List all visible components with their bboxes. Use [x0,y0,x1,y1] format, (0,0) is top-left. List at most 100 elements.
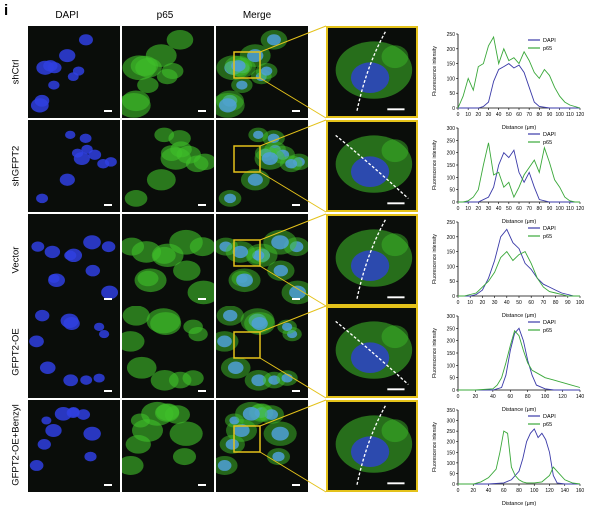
y-tick-label: 250 [447,32,456,38]
micrograph-dapi-row-1 [28,26,120,118]
row-label-gfpt2-oe-benzyl: GFPT2-OE+Benzyl [10,404,22,486]
micrograph-merge-row-5 [216,400,308,492]
series-line-p65 [458,142,580,203]
x-tick-label: 90 [547,206,553,212]
y-tick-label: 0 [452,106,455,112]
x-tick-label: 90 [547,112,553,118]
micrograph-dapi-row-4 [28,306,120,398]
series-line-p65 [458,250,580,297]
micrograph-merge-row-4 [216,306,308,398]
y-tick-label: 250 [447,220,456,226]
x-tick-label: 10 [465,206,471,212]
x-tick-label: 10 [467,300,473,306]
x-tick-label: 70 [541,300,547,306]
intensity-chart-1: 0 50 100 150 200 250 0 10 20 30 40 50 60 70 80 90 100 110… [428,28,588,137]
x-tick-label: 140 [561,488,570,494]
series-line-dapi [458,327,580,391]
x-tick-label: 0 [457,394,460,400]
x-tick-label: 80 [525,394,531,400]
micrograph-p65-row-5 [122,400,214,492]
x-tick-label: 70 [526,206,532,212]
y-tick-label: 200 [447,440,456,446]
x-tick-label: 160 [576,488,585,494]
x-axis-label: Distance (μm) [502,219,537,225]
x-tick-label: 20 [470,488,476,494]
legend-label: p65 [543,140,552,146]
x-tick-label: 20 [473,394,479,400]
y-tick-label: 250 [447,138,456,144]
series-line-dapi [458,63,580,109]
x-tick-label: 20 [476,206,482,212]
micrograph-zoom-row-4 [326,306,418,398]
y-tick-label: 350 [447,408,456,414]
x-tick-label: 40 [496,112,502,118]
legend-label: p65 [543,328,552,334]
x-tick-label: 120 [545,488,554,494]
x-tick-label: 20 [476,112,482,118]
x-tick-label: 80 [537,206,543,212]
x-tick-label: 20 [480,300,486,306]
y-tick-label: 100 [447,175,456,181]
x-tick-label: 60 [501,488,507,494]
legend-label: DAPI [543,414,556,420]
y-axis-label: Fluorescence intensity [432,328,438,378]
y-tick-label: 150 [447,250,456,256]
series-line-dapi [458,428,580,485]
y-tick-label: 150 [447,351,456,357]
micrograph-p65-row-2 [122,120,214,212]
y-tick-label: 300 [447,126,456,132]
x-tick-label: 140 [576,394,585,400]
y-tick-label: 100 [447,461,456,467]
x-tick-label: 110 [566,206,574,212]
x-tick-label: 100 [555,112,564,118]
x-tick-label: 0 [457,112,460,118]
x-tick-label: 50 [506,112,512,118]
series-line-p65 [457,35,581,109]
series-line-p65 [458,329,581,391]
micrograph-dapi-row-5 [28,400,120,492]
y-tick-label: 50 [449,279,455,285]
row-label-vector: Vector [10,246,22,274]
y-axis-label: Fluorescence intensity [432,46,438,96]
micrograph-p65-row-3 [122,214,214,306]
y-tick-label: 150 [447,163,456,169]
x-axis-label: Distance (μm) [502,125,537,131]
legend-label: p65 [543,422,552,428]
panel-letter: i [4,2,9,19]
y-tick-label: 200 [447,47,456,53]
x-tick-label: 10 [465,112,471,118]
y-tick-label: 250 [447,429,456,435]
x-tick-label: 40 [486,488,492,494]
intensity-chart-5: 0 50 100 150 200 250 300 350 0 20 40 60 80 100 120 140 1… [428,404,588,513]
x-axis-label: Distance (μm) [502,501,537,507]
intensity-chart-2: 0 50 100 150 200 250 300 0 10 20 30 40 50 60 70 80 90 100… [428,122,588,231]
y-tick-label: 50 [449,471,455,477]
series-line-dapi [458,228,580,297]
x-tick-label: 120 [576,206,585,212]
y-tick-label: 250 [447,326,456,332]
x-tick-label: 90 [565,300,571,306]
legend-label: DAPI [543,320,556,326]
y-tick-label: 100 [447,363,456,369]
row-label-shgfpt2: shGFPT2 [10,145,22,187]
x-tick-label: 60 [508,394,514,400]
y-tick-label: 200 [447,339,456,345]
column-header-dapi: DAPI [55,10,79,21]
x-tick-label: 70 [526,112,532,118]
legend-label: DAPI [543,226,556,232]
y-tick-label: 200 [447,151,456,157]
row-label-gfpt2-oe: GFPT2-OE [10,328,22,376]
column-header-p65: p65 [156,10,174,21]
x-axis-label: Distance (μm) [502,407,537,413]
x-tick-label: 60 [528,300,534,306]
x-tick-label: 100 [541,394,550,400]
micrograph-dapi-row-3 [28,214,120,306]
micrograph-p65-row-1 [122,26,214,118]
x-tick-label: 80 [537,112,543,118]
x-tick-label: 0 [457,206,460,212]
series-line-p65 [458,430,581,485]
legend-label: DAPI [543,38,556,44]
x-tick-label: 50 [506,206,512,212]
series-line-dapi [458,149,580,203]
